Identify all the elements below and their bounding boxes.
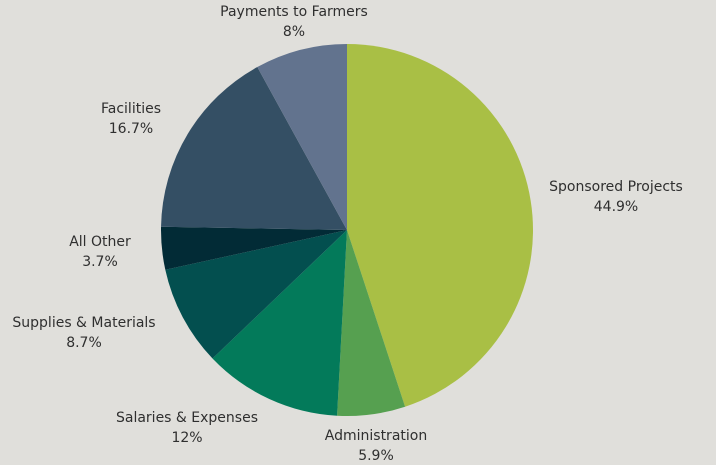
slice-value: 5.9% [358, 448, 394, 464]
slice-value: 3.7% [82, 254, 118, 270]
slice-value: 16.7% [109, 121, 153, 137]
pie-slice [212, 230, 347, 416]
pie-slice [161, 226, 347, 270]
pie-slice [257, 44, 347, 230]
slice-label: Salaries & Expenses [116, 410, 258, 426]
slice-value: 12% [171, 430, 202, 446]
pie-slice [337, 230, 406, 416]
slice-label: All Other [69, 234, 131, 250]
slice-value: 8.7% [66, 335, 102, 351]
slice-label: Facilities [101, 101, 161, 117]
slice-value: 8% [283, 24, 305, 40]
slice-value: 44.9% [594, 199, 638, 215]
slice-label: Supplies & Materials [12, 315, 155, 331]
pie-slice [165, 230, 347, 359]
pie-slice [161, 67, 347, 230]
slice-label: Payments to Farmers [220, 4, 368, 20]
slice-label: Administration [325, 428, 427, 444]
slice-label: Sponsored Projects [549, 179, 683, 195]
pie-slice [347, 44, 534, 407]
